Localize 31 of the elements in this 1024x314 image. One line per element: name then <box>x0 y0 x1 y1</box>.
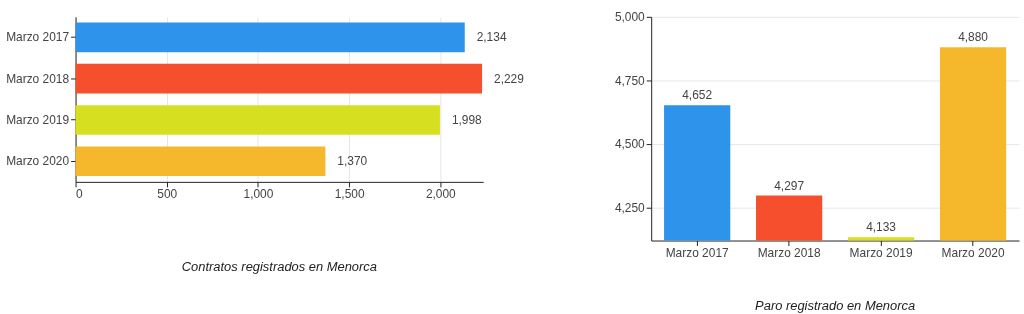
y-tick-label: 5,000 <box>614 10 646 25</box>
text: Paro registrado en Menorca <box>755 298 916 314</box>
data-label: 4,297 <box>774 178 805 193</box>
x-tick-label: 2,000 <box>425 187 457 202</box>
x-tick-label: Marzo 2018 <box>757 245 821 260</box>
data-label: 2,229 <box>494 71 525 86</box>
y-tick-label: Marzo 2018 <box>6 71 70 86</box>
text: Contratos registrados en Menorca <box>181 259 377 275</box>
x-tick-label: Marzo 2020 <box>941 245 1005 260</box>
bar <box>75 22 465 53</box>
y-tick-label: 4,250 <box>614 200 646 215</box>
data-label: 4,652 <box>682 88 713 103</box>
y-tick-label: Marzo 2017 <box>6 30 70 45</box>
data-label: 4,133 <box>866 220 897 235</box>
x-tick-label: 1,500 <box>334 187 365 202</box>
y-tick-label: Marzo 2019 <box>6 112 70 127</box>
x-tick-label: 0 <box>76 187 84 202</box>
x-tick-label: Marzo 2017 <box>665 245 730 260</box>
y-tick-label: Marzo 2020 <box>6 154 70 169</box>
y-tick-label: 4,750 <box>614 73 646 88</box>
data-label: 2,134 <box>476 30 507 45</box>
x-tick-label: Marzo 2019 <box>849 245 913 260</box>
bar <box>75 146 326 177</box>
data-label: 1,370 <box>337 154 368 169</box>
data-label: 4,880 <box>958 30 989 45</box>
data-label: 1,998 <box>451 112 483 127</box>
x-tick-label: 500 <box>157 187 178 202</box>
bar <box>75 63 483 94</box>
y-tick-label: 4,500 <box>614 137 646 152</box>
x-tick-label: 1,000 <box>243 187 274 202</box>
bar <box>75 105 440 135</box>
